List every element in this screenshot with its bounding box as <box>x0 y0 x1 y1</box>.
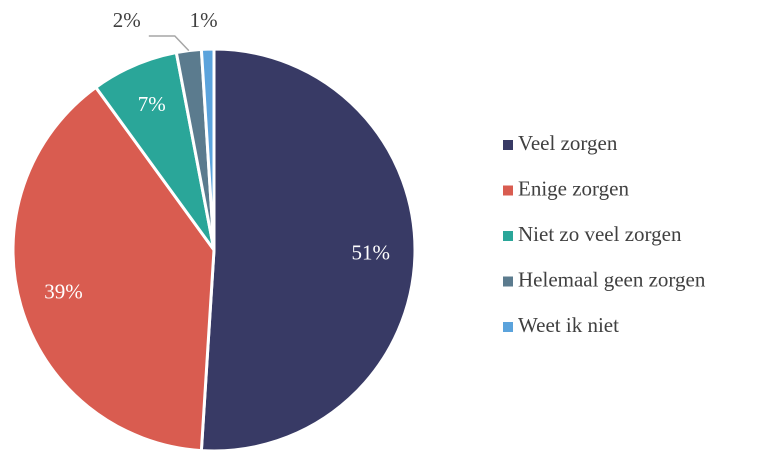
legend-swatch <box>503 140 513 150</box>
legend-swatch <box>503 231 513 241</box>
pie-slice <box>199 47 417 452</box>
legend-swatch <box>503 322 513 332</box>
data-label: 51% <box>351 241 390 265</box>
data-label: 1% <box>190 8 218 32</box>
pie-slice <box>199 47 216 251</box>
data-label: 2% <box>113 8 141 32</box>
legend-label: Niet zo veel zorgen <box>518 222 682 246</box>
legend-label: Veel zorgen <box>518 131 618 155</box>
pie-slice <box>11 85 216 452</box>
leader-line <box>148 35 190 52</box>
data-label: 7% <box>138 92 166 116</box>
legend-label: Weet ik niet <box>518 313 619 337</box>
legend-swatch <box>503 276 513 287</box>
legend-label: Enige zorgen <box>518 176 629 200</box>
data-label: 39% <box>44 280 83 304</box>
legend-swatch <box>503 185 513 196</box>
legend-label: Helemaal geen zorgen <box>518 267 706 291</box>
